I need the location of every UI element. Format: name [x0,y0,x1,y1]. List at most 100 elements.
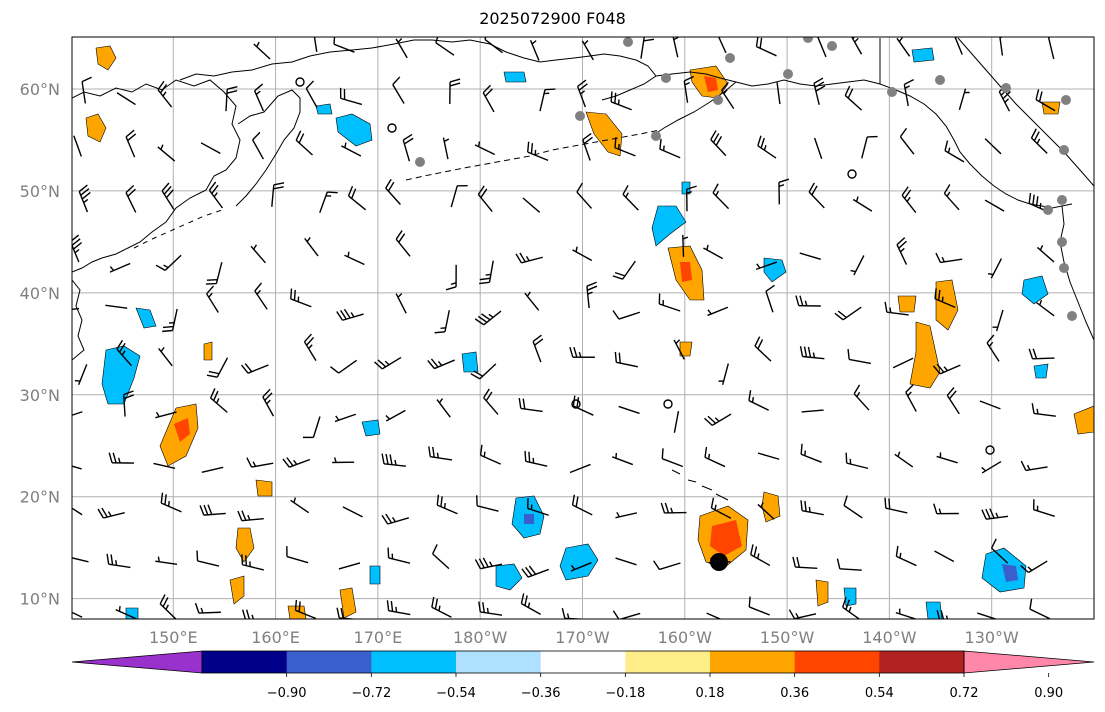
wind-barb [581,40,594,61]
wind-barb [237,510,264,522]
wind-barb [660,502,687,514]
longitude-label: 150°E [149,628,198,647]
wind-barb [795,295,821,307]
wind-barb [1020,460,1048,472]
wind-barb [196,550,220,567]
wind-barb [799,252,822,261]
colorbar-tick-label: 0.54 [865,686,894,701]
wind-barb [522,197,541,213]
negative-region [681,181,691,195]
wind-barb [1036,299,1055,317]
wind-barb [246,457,274,468]
wind-barbs [72,37,1056,619]
wind-barb [852,196,873,212]
wind-barb [896,37,911,57]
wind-barb [205,262,223,285]
calm-circle [295,77,305,87]
longitude-label: 160°E [251,628,300,647]
wind-barb [981,508,1009,520]
wind-barb [108,452,135,464]
wind-barb [979,400,1001,410]
station-marker [887,87,897,97]
wind-barb [333,37,355,53]
positive-region [85,113,107,143]
wind-barb [524,450,548,467]
wind-barb [431,596,452,618]
wind-barb [707,306,729,317]
wind-barb [436,494,458,515]
wind-barb [527,497,549,516]
wind-barb [992,309,1004,332]
wind-barb [850,37,863,55]
negative-region [369,565,381,585]
negative-region [135,307,157,329]
wind-barb [884,301,909,316]
wind-barb [570,562,592,572]
wind-barb [395,38,408,59]
longitude-label: 130°W [965,628,1020,647]
wind-barb [895,545,917,567]
wind-barb [332,457,355,464]
negative-region [101,345,141,405]
latitude-label: 30°N [20,386,60,405]
latitude-label: 60°N [20,80,60,99]
colorbar-segment [456,651,542,673]
colorbar-segment [540,651,626,673]
wind-barb [282,457,311,468]
positive-region [909,321,941,389]
wind-barb [661,448,684,468]
wind-barb [450,184,468,208]
wind-barb [254,282,268,310]
wind-barb [894,451,914,468]
wind-barb [305,80,318,108]
wind-barb [895,608,917,619]
wind-barb [290,288,312,308]
negative-region [315,103,333,115]
wind-barb [1028,348,1055,360]
wind-barb [73,135,83,157]
colorbar-extend-high [963,650,1095,674]
wind-barb [842,597,861,619]
wind-barb [984,199,1005,212]
station-marker [1061,95,1071,105]
wind-barb [116,339,132,367]
hawaii-islands [671,469,729,501]
station-marker [661,73,671,83]
wind-barb [476,495,499,512]
wind-barb [936,452,958,464]
map-frame [71,36,1095,620]
wind-barb [427,358,455,370]
wind-barb [612,310,641,320]
wind-barb [271,182,285,207]
negative-region [503,71,527,83]
wind-barb [72,307,80,310]
wind-barb [199,504,226,516]
positive-region [585,111,623,157]
wind-barb [813,137,823,160]
wind-barb [817,37,827,58]
wind-barb [225,86,238,112]
wind-barb [529,39,540,61]
sea-of-okhotsk-north [179,47,373,81]
negative-region [843,587,857,607]
wind-barb [341,142,362,157]
colorbar-tick-label: −0.18 [605,686,645,701]
positive-region-core [710,520,742,556]
wind-barb [582,132,593,161]
british-columbia-coast [1059,205,1094,341]
wind-barb [200,142,221,154]
wind-barb [984,138,1002,155]
wind-barb [748,596,771,616]
wind-barb [561,608,587,619]
wind-barb [685,185,697,212]
calm-circle [847,169,857,179]
wind-barb [157,144,176,162]
wind-barb [374,356,402,370]
wind-barb [432,544,450,570]
wind-barb [72,465,82,470]
wind-barb [527,141,549,162]
wind-barb [386,600,411,616]
wind-barb [765,284,775,313]
wind-barb [845,452,869,470]
wind-barb [610,91,632,111]
